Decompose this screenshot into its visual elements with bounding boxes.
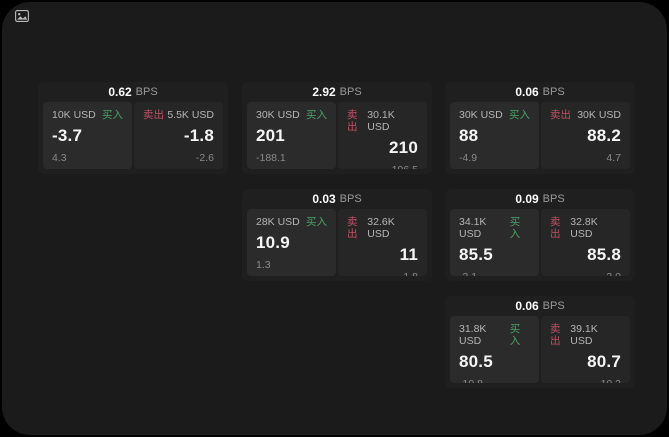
sell-amount: 5.5K USD	[167, 109, 214, 121]
buy-amount: 30K USD	[459, 109, 503, 121]
buy-panel[interactable]: 30K USD 买入 201 -188.1	[247, 102, 336, 169]
sell-sub-value: -2.6	[195, 152, 214, 164]
sell-amount: 30.1K USD	[367, 109, 395, 133]
buy-value: 85.5	[459, 245, 493, 264]
image-placeholder-icon	[15, 10, 29, 22]
bps-unit-label: BPS	[339, 193, 362, 205]
sell-sub-value: 10.2	[550, 378, 621, 383]
buy-sub-value: -4.9	[459, 152, 478, 164]
buy-value: -3.7	[52, 126, 83, 145]
buy-sell-panels: 34.1K USD 买入 85.5 -3.1 卖出 32.8K USD 85.8…	[450, 209, 630, 276]
bps-value: 0.62	[108, 85, 132, 99]
sell-panel[interactable]: 卖出 39.1K USD 80.7 10.2	[541, 316, 630, 383]
sell-panel[interactable]: 卖出 32.6K USD 11 -1.8	[338, 209, 427, 276]
buy-panel[interactable]: 28K USD 买入 10.9 1.3	[247, 209, 336, 276]
sell-sub-value: 3.0	[550, 271, 621, 276]
buy-label: 买入	[509, 109, 530, 121]
bps-value: 2.92	[312, 85, 336, 99]
buy-value: 10.9	[256, 233, 290, 252]
card-header: 0.09 BPS	[450, 189, 630, 209]
sell-value: -1.8	[183, 126, 214, 145]
bps-unit-label: BPS	[542, 193, 565, 205]
sell-panel[interactable]: 卖出 30.1K USD 210 196.5	[338, 102, 427, 169]
buy-sell-panels: 30K USD 买入 201 -188.1 卖出 30.1K USD 210 1…	[247, 102, 427, 169]
buy-sell-panels: 30K USD 买入 88 -4.9 卖出 30K USD 88.2 4.7	[450, 102, 630, 169]
sell-label: 卖出	[550, 323, 561, 347]
sell-panel[interactable]: 卖出 5.5K USD -1.8 -2.6	[134, 102, 223, 169]
buy-sub-value: -10.8	[459, 378, 530, 383]
bps-value: 0.06	[515, 299, 539, 313]
buy-sub-value: 1.3	[256, 259, 271, 271]
sell-value: 85.8	[587, 245, 621, 264]
buy-amount: 34.1K USD	[459, 216, 487, 240]
buy-sell-panels: 31.8K USD 买入 80.5 -10.8 卖出 39.1K USD 80.…	[450, 316, 630, 383]
buy-label: 买入	[306, 109, 327, 121]
buy-panel[interactable]: 34.1K USD 买入 85.5 -3.1	[450, 209, 539, 276]
buy-value: 88	[459, 126, 479, 145]
buy-value: 80.5	[459, 352, 493, 371]
quote-card: 0.62 BPS 10K USD 买入 -3.7 4.3 卖出 5.5K USD…	[38, 82, 228, 174]
buy-sub-value: -188.1	[256, 152, 286, 164]
buy-panel[interactable]: 10K USD 买入 -3.7 4.3	[43, 102, 132, 169]
buy-amount: 31.8K USD	[459, 323, 487, 347]
buy-sell-panels: 10K USD 买入 -3.7 4.3 卖出 5.5K USD -1.8 -2.…	[43, 102, 223, 169]
quote-card: 0.06 BPS 30K USD 买入 88 -4.9 卖出 30K USD 8…	[445, 82, 635, 174]
sell-panel[interactable]: 卖出 32.8K USD 85.8 3.0	[541, 209, 630, 276]
buy-amount: 28K USD	[256, 216, 300, 228]
sell-sub-value: 4.7	[606, 152, 621, 164]
sell-panel[interactable]: 卖出 30K USD 88.2 4.7	[541, 102, 630, 169]
sell-amount: 39.1K USD	[570, 323, 598, 347]
sell-value: 11	[399, 245, 418, 264]
sell-label: 卖出	[143, 109, 164, 121]
buy-label: 买入	[306, 216, 327, 228]
buy-value: 201	[256, 126, 285, 145]
bps-value: 0.09	[515, 192, 539, 206]
buy-label: 买入	[509, 216, 521, 240]
buy-panel[interactable]: 31.8K USD 买入 80.5 -10.8	[450, 316, 539, 383]
sell-label: 卖出	[550, 216, 561, 240]
quote-card: 2.92 BPS 30K USD 买入 201 -188.1 卖出 30.1K …	[242, 82, 432, 174]
quote-card: 0.09 BPS 34.1K USD 买入 85.5 -3.1 卖出 32.8K…	[445, 189, 635, 281]
sell-amount: 30K USD	[577, 109, 621, 121]
buy-sub-value: 4.3	[52, 152, 67, 164]
quote-card: 0.03 BPS 28K USD 买入 10.9 1.3 卖出 32.6K US…	[242, 189, 432, 281]
card-header: 2.92 BPS	[247, 82, 427, 102]
buy-panel[interactable]: 30K USD 买入 88 -4.9	[450, 102, 539, 169]
buy-amount: 10K USD	[52, 109, 96, 121]
bps-unit-label: BPS	[339, 86, 362, 98]
sell-label: 卖出	[347, 216, 358, 240]
card-header: 0.03 BPS	[247, 189, 427, 209]
bps-value: 0.06	[515, 85, 539, 99]
card-header: 0.06 BPS	[450, 296, 630, 316]
bps-value: 0.03	[312, 192, 336, 206]
buy-label: 买入	[102, 109, 123, 121]
buy-label: 买入	[509, 323, 521, 347]
bps-unit-label: BPS	[135, 86, 158, 98]
sell-sub-value: -1.8	[347, 271, 418, 276]
sell-amount: 32.6K USD	[367, 216, 395, 240]
buy-sub-value: -3.1	[459, 271, 530, 276]
sell-value: 210	[389, 138, 418, 157]
buy-sell-panels: 28K USD 买入 10.9 1.3 卖出 32.6K USD 11 -1.8	[247, 209, 427, 276]
sell-label: 卖出	[550, 109, 571, 121]
card-header: 0.62 BPS	[43, 82, 223, 102]
sell-value: 88.2	[587, 126, 621, 145]
sell-amount: 32.8K USD	[570, 216, 598, 240]
bps-unit-label: BPS	[542, 86, 565, 98]
quote-card: 0.06 BPS 31.8K USD 买入 80.5 -10.8 卖出 39.1…	[445, 296, 635, 388]
card-header: 0.06 BPS	[450, 82, 630, 102]
bps-unit-label: BPS	[542, 300, 565, 312]
sell-sub-value: 196.5	[347, 164, 418, 169]
buy-amount: 30K USD	[256, 109, 300, 121]
sell-value: 80.7	[587, 352, 621, 371]
sell-label: 卖出	[347, 109, 358, 133]
